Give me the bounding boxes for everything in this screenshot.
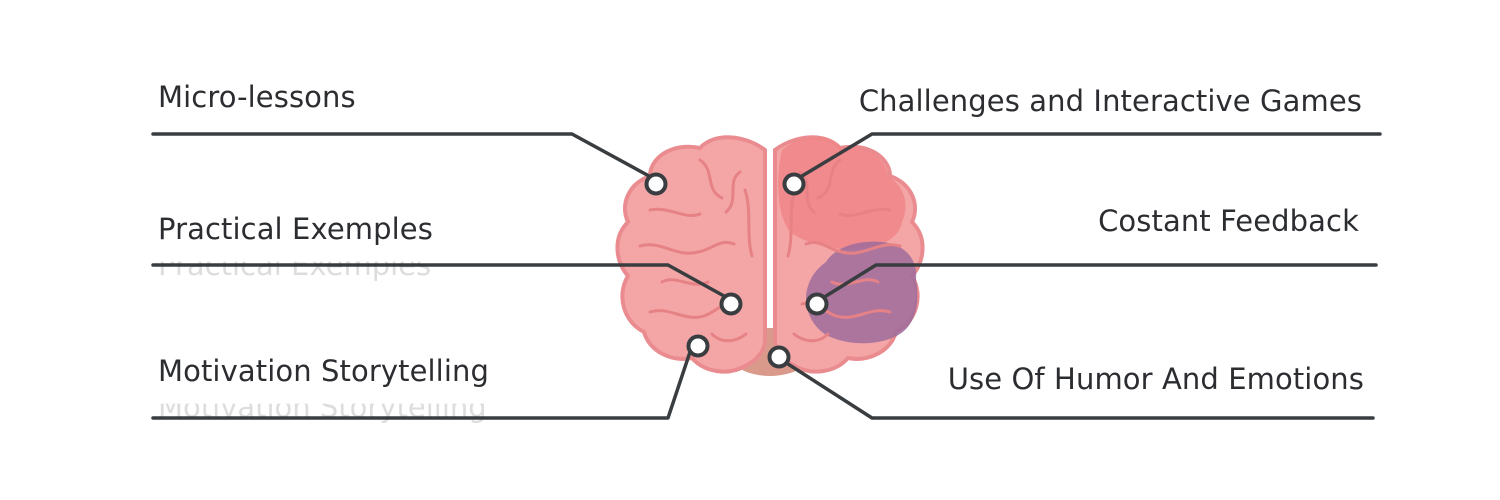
connector-challenges-games <box>800 132 1382 178</box>
node-constant-feedback <box>805 292 829 316</box>
label-challenges-games: Challenges and Interactive Games <box>858 84 1362 118</box>
node-practical-examples <box>719 292 743 316</box>
connector-practical-examples <box>151 263 726 298</box>
label-humor-emotions: Use Of Humor And Emotions <box>947 362 1364 396</box>
highlight-red-region <box>778 136 906 250</box>
label-micro-lessons: Micro-lessons <box>158 80 356 114</box>
node-motivation-storytelling <box>686 334 710 358</box>
connector-motivation-storytelling <box>151 350 692 420</box>
label-reflection-motivation: Motivation Storytelling <box>158 390 487 424</box>
node-humor-emotions <box>767 345 791 369</box>
node-challenges-games <box>782 172 806 196</box>
label-reflection-practical: Practical Exemples <box>158 248 432 282</box>
highlight-purple-region <box>806 241 918 344</box>
connector-constant-feedback <box>824 263 1378 298</box>
label-practical-examples: Practical Exemples <box>158 212 433 246</box>
node-micro-lessons <box>644 172 668 196</box>
connector-micro-lessons <box>151 132 651 178</box>
connector-humor-emotions <box>786 362 1375 420</box>
brain-folds <box>638 158 902 343</box>
label-motivation-storytelling: Motivation Storytelling <box>158 354 489 388</box>
label-constant-feedback: Costant Feedback <box>1098 204 1359 238</box>
